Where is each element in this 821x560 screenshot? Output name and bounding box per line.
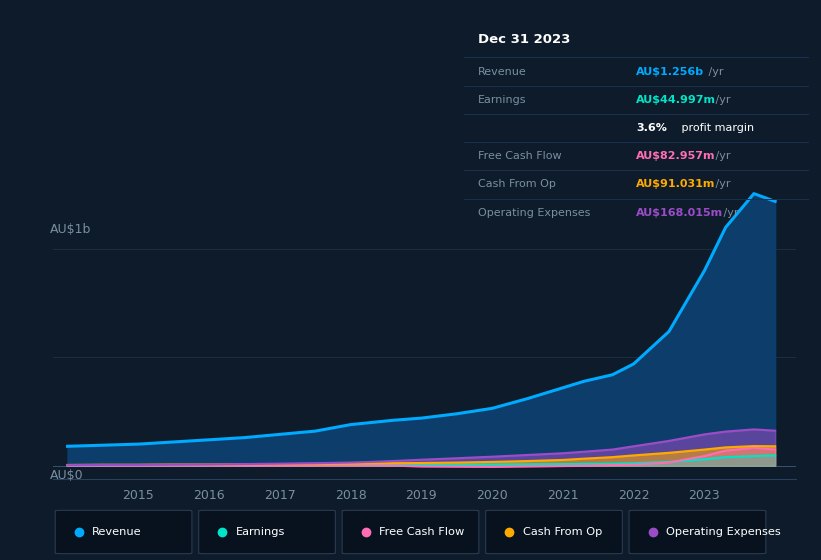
Text: Cash From Op: Cash From Op [478, 179, 556, 189]
Text: Earnings: Earnings [236, 527, 285, 537]
Text: Cash From Op: Cash From Op [523, 527, 602, 537]
Text: AU$82.957m: AU$82.957m [636, 151, 716, 161]
Text: Operating Expenses: Operating Expenses [478, 208, 590, 218]
Text: /yr: /yr [712, 179, 731, 189]
Text: 3.6%: 3.6% [636, 123, 667, 133]
Text: Earnings: Earnings [478, 95, 526, 105]
Text: AU$1b: AU$1b [49, 223, 91, 236]
FancyBboxPatch shape [342, 510, 479, 554]
Text: Revenue: Revenue [92, 527, 142, 537]
Text: AU$0: AU$0 [49, 469, 83, 482]
Text: AU$44.997m: AU$44.997m [636, 95, 716, 105]
Text: AU$1.256b: AU$1.256b [636, 67, 704, 77]
Text: /yr: /yr [704, 67, 723, 77]
Text: /yr: /yr [712, 151, 731, 161]
Text: Dec 31 2023: Dec 31 2023 [478, 33, 570, 46]
Text: /yr: /yr [720, 208, 738, 218]
Text: Revenue: Revenue [478, 67, 526, 77]
FancyBboxPatch shape [199, 510, 336, 554]
Text: profit margin: profit margin [677, 123, 754, 133]
FancyBboxPatch shape [55, 510, 192, 554]
Text: Free Cash Flow: Free Cash Flow [379, 527, 465, 537]
Text: Free Cash Flow: Free Cash Flow [478, 151, 562, 161]
Text: Operating Expenses: Operating Expenses [666, 527, 781, 537]
FancyBboxPatch shape [629, 510, 766, 554]
Text: AU$168.015m: AU$168.015m [636, 208, 723, 218]
Text: AU$91.031m: AU$91.031m [636, 179, 716, 189]
Text: /yr: /yr [712, 95, 731, 105]
FancyBboxPatch shape [486, 510, 622, 554]
